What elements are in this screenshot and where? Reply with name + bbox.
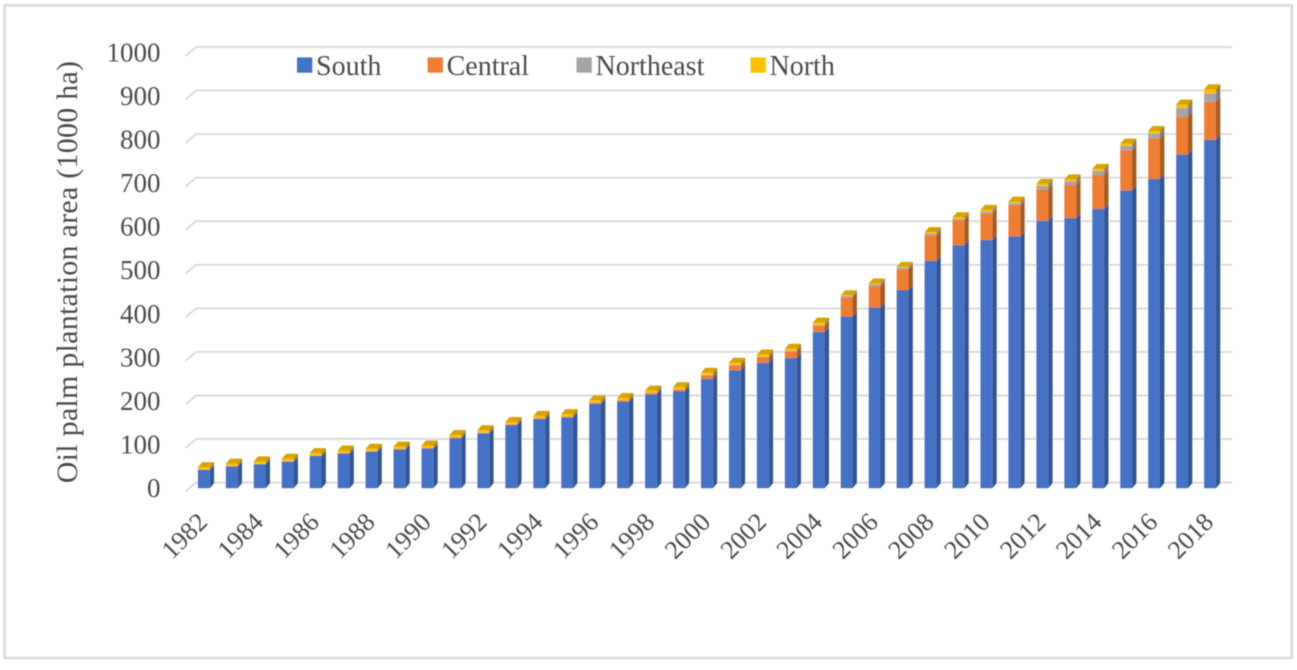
svg-text:300: 300 [120,342,161,372]
svg-text:Central: Central [447,51,530,82]
svg-text:800: 800 [120,125,161,155]
svg-text:North: North [770,51,835,82]
svg-text:600: 600 [120,212,161,242]
svg-text:100: 100 [120,429,161,459]
svg-text:700: 700 [120,168,161,198]
svg-text:500: 500 [120,255,161,285]
svg-text:1000: 1000 [107,37,161,67]
svg-text:900: 900 [120,81,161,111]
svg-text:400: 400 [120,299,161,329]
svg-text:Northeast: Northeast [596,51,705,82]
svg-text:Oil palm plantation area (1000: Oil palm plantation area (1000 ha) [51,61,84,484]
svg-text:South: South [316,51,381,82]
svg-text:0: 0 [147,473,161,503]
svg-text:200: 200 [120,386,161,416]
